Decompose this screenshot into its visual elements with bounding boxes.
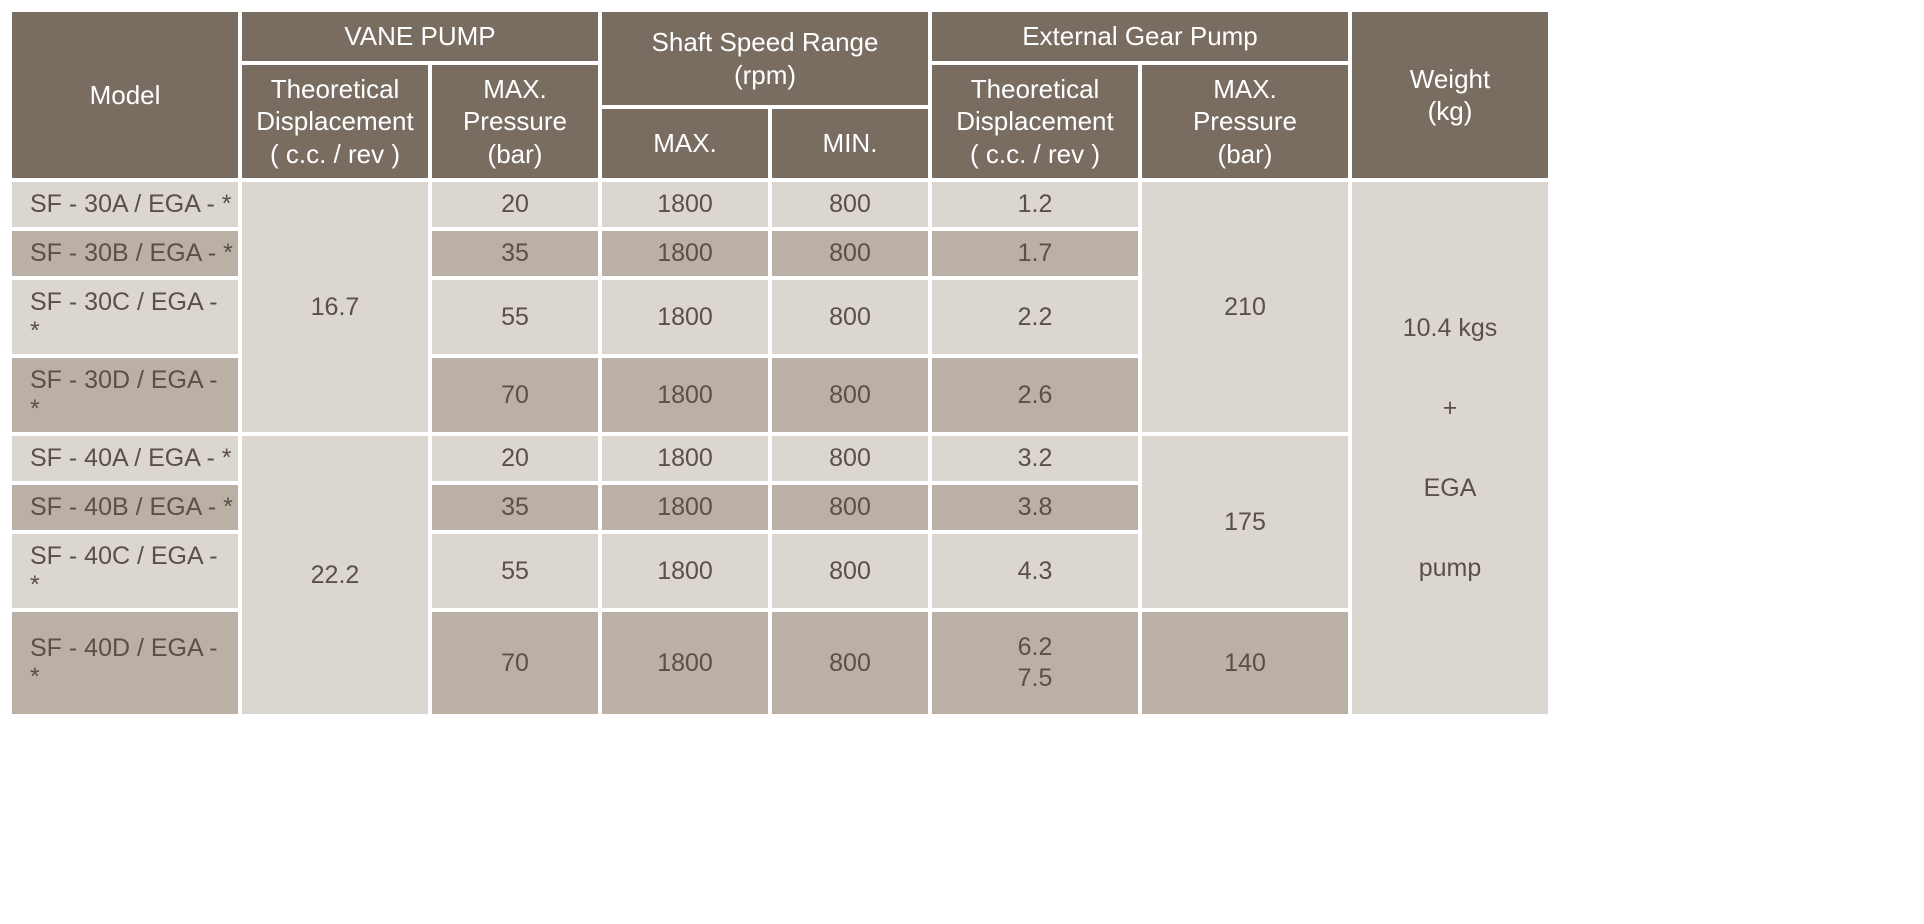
cell-ext-disp: 2.2: [930, 278, 1140, 356]
cell-vane-disp: 22.2: [240, 434, 430, 716]
header-text: TheoreticalDisplacement( c.c. / rev ): [256, 74, 414, 169]
cell-shaft-max: 1800: [600, 278, 770, 356]
cell-shaft-min: 800: [770, 434, 930, 483]
header-model: Model: [10, 10, 240, 180]
cell-ext-disp: 1.2: [930, 180, 1140, 229]
header-text: Model: [90, 80, 161, 110]
cell-ext-disp: 3.2: [930, 434, 1140, 483]
cell-ext-disp: 2.6: [930, 356, 1140, 434]
cell-vane-disp: 16.7: [240, 180, 430, 434]
cell-ext-disp: 6.27.5: [930, 610, 1140, 716]
header-text: MAX.: [653, 128, 717, 158]
cell-ext-disp: 3.8: [930, 483, 1140, 532]
cell-shaft-min: 800: [770, 356, 930, 434]
header-shaft-max: MAX.: [600, 107, 770, 180]
header-ext-disp: TheoreticalDisplacement( c.c. / rev ): [930, 63, 1140, 181]
header-vane-disp: TheoreticalDisplacement( c.c. / rev ): [240, 63, 430, 181]
cell-shaft-min: 800: [770, 278, 930, 356]
header-text: MIN.: [823, 128, 878, 158]
cell-model: SF - 30D / EGA - *: [10, 356, 240, 434]
cell-ext-disp: 4.3: [930, 532, 1140, 610]
header-vane-press: MAX.Pressure(bar): [430, 63, 600, 181]
cell-model: SF - 40B / EGA - *: [10, 483, 240, 532]
cell-weight: 10.4 kgs + EGA pump: [1350, 180, 1550, 716]
cell-shaft-max: 1800: [600, 356, 770, 434]
table-header: Model VANE PUMP Shaft Speed Range(rpm) E…: [10, 10, 1550, 180]
table-row: SF - 30A / EGA - * 16.7 20 1800 800 1.2 …: [10, 180, 1550, 229]
header-text: External Gear Pump: [1022, 21, 1258, 51]
cell-vane-press: 35: [430, 229, 600, 278]
header-text: VANE PUMP: [344, 21, 495, 51]
header-text: Weight(kg): [1410, 64, 1490, 127]
table-row: SF - 40A / EGA - * 22.2 20 1800 800 3.2 …: [10, 434, 1550, 483]
header-ext-press: MAX.Pressure(bar): [1140, 63, 1350, 181]
cell-shaft-max: 1800: [600, 610, 770, 716]
cell-shaft-max: 1800: [600, 229, 770, 278]
cell-model: SF - 30B / EGA - *: [10, 229, 240, 278]
cell-model: SF - 30C / EGA - *: [10, 278, 240, 356]
cell-ext-press: 175: [1140, 434, 1350, 610]
cell-vane-press: 20: [430, 434, 600, 483]
cell-model: SF - 30A / EGA - *: [10, 180, 240, 229]
cell-vane-press: 70: [430, 610, 600, 716]
cell-shaft-max: 1800: [600, 434, 770, 483]
cell-vane-press: 20: [430, 180, 600, 229]
header-text: Shaft Speed Range(rpm): [652, 27, 879, 90]
cell-shaft-min: 800: [770, 180, 930, 229]
cell-shaft-max: 1800: [600, 483, 770, 532]
cell-vane-press: 55: [430, 278, 600, 356]
cell-vane-press: 35: [430, 483, 600, 532]
cell-vane-press: 70: [430, 356, 600, 434]
cell-vane-press: 55: [430, 532, 600, 610]
cell-model: SF - 40A / EGA - *: [10, 434, 240, 483]
pump-spec-table: Model VANE PUMP Shaft Speed Range(rpm) E…: [10, 10, 1550, 716]
header-text: TheoreticalDisplacement( c.c. / rev ): [956, 74, 1114, 169]
cell-shaft-min: 800: [770, 483, 930, 532]
header-shaft: Shaft Speed Range(rpm): [600, 10, 930, 107]
cell-shaft-max: 1800: [600, 532, 770, 610]
cell-model: SF - 40D / EGA - *: [10, 610, 240, 716]
header-shaft-min: MIN.: [770, 107, 930, 180]
cell-shaft-max: 1800: [600, 180, 770, 229]
cell-ext-disp: 1.7: [930, 229, 1140, 278]
header-text: MAX.Pressure(bar): [463, 74, 567, 169]
cell-shaft-min: 800: [770, 229, 930, 278]
table-body: SF - 30A / EGA - * 16.7 20 1800 800 1.2 …: [10, 180, 1550, 716]
cell-ext-press: 140: [1140, 610, 1350, 716]
header-ext-gear: External Gear Pump: [930, 10, 1350, 63]
cell-ext-press: 210: [1140, 180, 1350, 434]
cell-shaft-min: 800: [770, 532, 930, 610]
header-weight: Weight(kg): [1350, 10, 1550, 180]
header-text: MAX.Pressure(bar): [1193, 74, 1297, 169]
cell-shaft-min: 800: [770, 610, 930, 716]
header-vane-pump: VANE PUMP: [240, 10, 600, 63]
cell-model: SF - 40C / EGA - *: [10, 532, 240, 610]
